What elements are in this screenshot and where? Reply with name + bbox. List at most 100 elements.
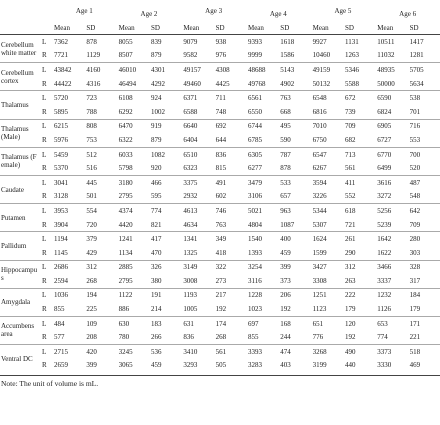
- value-cell: 878: [84, 33, 117, 49]
- value-cell: 7362: [52, 33, 85, 49]
- value-cell: 709: [342, 118, 376, 134]
- value-cell: 400: [278, 231, 311, 246]
- value-cell: 495: [278, 118, 311, 134]
- value-cell: 3199: [312, 361, 327, 370]
- age-header: Age 5: [334, 7, 352, 15]
- value-cell: 538: [407, 90, 440, 105]
- value-cell: 490: [342, 344, 376, 359]
- value-cell: 721: [344, 220, 356, 229]
- value-cell: 879: [150, 135, 162, 144]
- value-cell: 5720: [52, 90, 85, 105]
- value-cell: 4425: [215, 79, 230, 88]
- value-cell: 6727: [377, 135, 392, 144]
- side-label: R: [42, 276, 47, 285]
- value-cell: 776: [312, 333, 324, 342]
- column-header: SD: [213, 22, 246, 35]
- value-cell: 701: [409, 107, 421, 116]
- value-cell: 191: [148, 287, 182, 303]
- value-cell: 217: [213, 287, 246, 303]
- value-cell: 6215: [52, 118, 85, 134]
- value-cell: 5705: [407, 62, 440, 77]
- value-cell: 6404: [183, 135, 198, 144]
- value-cell: 6267: [312, 164, 327, 173]
- value-cell: 1005: [183, 305, 198, 314]
- value-cell: 520: [409, 164, 421, 173]
- value-cell: 192: [280, 305, 291, 314]
- value-cell: 3427: [310, 259, 343, 275]
- region-label: Cerebellum cortex: [0, 62, 40, 91]
- value-cell: 1145: [54, 248, 68, 257]
- value-cell: 312: [342, 259, 376, 275]
- value-cell: 3254: [245, 259, 279, 275]
- value-cell: 44422: [54, 79, 72, 88]
- value-cell: 43842: [52, 62, 85, 77]
- value-cell: 6548: [310, 90, 343, 105]
- value-cell: 179: [344, 305, 356, 314]
- region-label: Hippocampus: [0, 259, 40, 289]
- value-cell: 261: [342, 231, 376, 246]
- value-cell: 3128: [54, 192, 68, 201]
- region-label: Caudate: [0, 174, 40, 204]
- value-cell: 174: [213, 315, 246, 331]
- value-cell: 10511: [375, 33, 408, 49]
- value-cell: 303: [409, 248, 421, 257]
- value-cell: 1131: [342, 33, 376, 49]
- value-cell: 1263: [344, 51, 359, 60]
- value-cell: 5021: [245, 203, 279, 218]
- value-cell: 595: [150, 192, 162, 201]
- value-cell: 618: [342, 203, 376, 218]
- value-cell: 836: [183, 333, 194, 342]
- value-cell: 11032: [377, 51, 395, 60]
- value-cell: 9582: [183, 51, 198, 60]
- value-cell: 49460: [183, 79, 201, 88]
- value-cell: 1251: [310, 287, 343, 303]
- value-cell: 554: [84, 203, 117, 218]
- side-label: R: [42, 305, 47, 314]
- value-cell: 1642: [375, 231, 408, 246]
- value-cell: 672: [342, 90, 376, 105]
- value-cell: 763: [278, 90, 311, 105]
- value-cell: 8507: [118, 51, 133, 60]
- value-cell: 206: [278, 287, 311, 303]
- value-cell: 440: [344, 361, 356, 370]
- value-cell: 273: [215, 276, 227, 285]
- value-cell: 711: [213, 90, 246, 105]
- value-cell: 3226: [312, 192, 327, 201]
- value-cell: 3268: [310, 344, 343, 359]
- value-cell: 9999: [247, 51, 262, 60]
- value-cell: 501: [86, 192, 97, 201]
- value-cell: 651: [310, 315, 343, 331]
- value-cell: 5344: [310, 203, 343, 218]
- data-row: Cerebellum cortex L 43842 4160 46010 4301 4915…: [0, 62, 440, 91]
- value-cell: 6561: [245, 90, 279, 105]
- value-cell: 263: [344, 276, 356, 285]
- data-row: R 7721 1129 8507 879 9582 976 9999 1586 10460 1263…: [0, 49, 440, 63]
- value-cell: 459: [280, 248, 291, 257]
- value-cell: 49157: [181, 62, 214, 77]
- column-header: SD: [278, 22, 311, 35]
- region-label: Putamen: [0, 203, 40, 232]
- value-cell: 668: [280, 107, 291, 116]
- table-body: Cerebellum white matter L 7362 878 8055 839 90…: [0, 33, 440, 373]
- value-cell: 657: [280, 192, 291, 201]
- value-cell: 700: [407, 146, 440, 162]
- note: Note: The unit of volume is mL.: [0, 375, 440, 388]
- value-cell: 630: [116, 315, 149, 331]
- value-cell: 780: [118, 333, 130, 342]
- data-row: R 5976 753 6322 879 6404 644 6785 590 6750 682 6727…: [0, 133, 440, 147]
- region-label: Thalamus (Female): [0, 146, 40, 176]
- value-cell: 48935: [375, 62, 408, 77]
- blank-cell: [0, 22, 52, 35]
- column-header: SD: [407, 22, 440, 35]
- value-cell: 328: [407, 259, 440, 275]
- value-cell: 1123: [312, 305, 327, 314]
- subheader-row: Mean SD Mean SD Mean SD Mean SD Mean SD Mean SD: [0, 22, 440, 35]
- age-header-row: Age 1 Age 2 Age 3 Age 4 Age 5 Age 6: [0, 0, 440, 22]
- value-cell: 1325: [183, 248, 198, 257]
- side-label: R: [42, 333, 47, 342]
- value-cell: 8055: [116, 33, 149, 49]
- data-row: R 44422 4316 46494 4292 49460 4425 49768 4902 501…: [0, 77, 440, 91]
- data-row: R 3128 501 2795 595 2932 602 3106 657 3226 552 3272…: [0, 190, 440, 204]
- value-cell: 1193: [181, 287, 214, 303]
- value-cell: 709: [409, 220, 421, 229]
